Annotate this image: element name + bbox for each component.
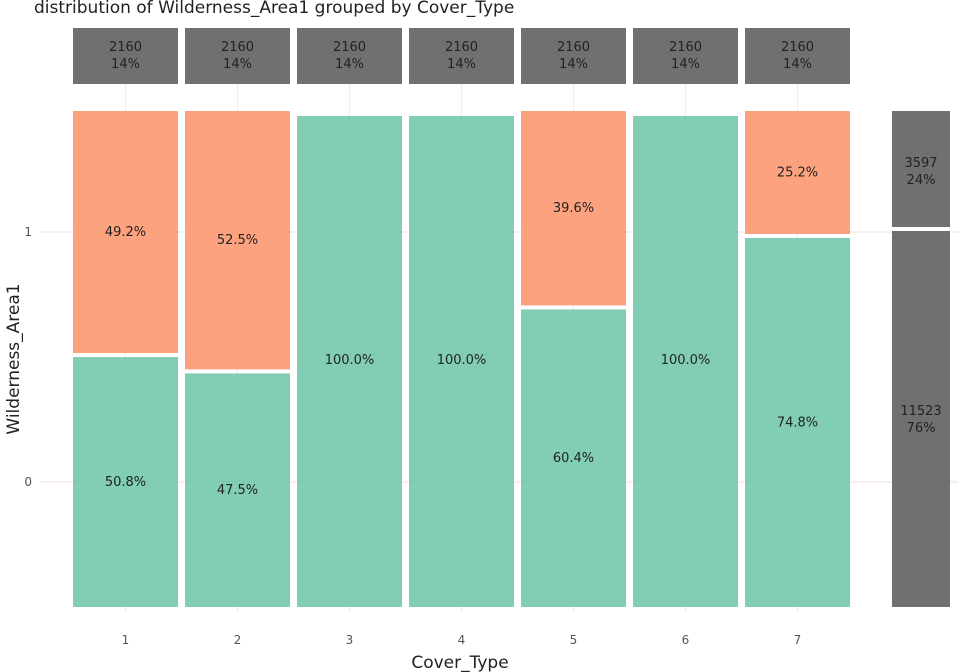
column-total-count: 2160	[109, 40, 142, 55]
row-total-box-0	[892, 230, 950, 607]
row-totals: 3597 24% 11523 76%	[892, 111, 950, 607]
bar-segment-0	[73, 357, 178, 607]
column-total-count: 2160	[221, 40, 254, 55]
y-tick-label: 1	[24, 225, 32, 239]
bar-segment-0	[297, 116, 402, 607]
column-total-count: 2160	[781, 40, 814, 55]
column-total-percent: 14%	[783, 57, 812, 72]
bar-segment-1	[521, 111, 626, 306]
column-total-count: 2160	[557, 40, 590, 55]
segment-label-1: 25.2%	[777, 165, 818, 180]
column-total-count: 2160	[333, 40, 366, 55]
y-axis-title: Wilderness_Area1	[4, 283, 24, 434]
column-total-box	[633, 28, 738, 84]
column-total-count: 2160	[669, 40, 702, 55]
segment-label-1: 39.6%	[553, 201, 594, 216]
segment-label-0: 100.0%	[437, 353, 487, 368]
row-total-box-1	[892, 111, 950, 227]
x-tick-label: 4	[458, 633, 466, 647]
bar-segment-0	[521, 309, 626, 607]
segment-label-0: 47.5%	[217, 483, 258, 498]
bar-segment-0	[633, 116, 738, 607]
segment-label-0: 100.0%	[661, 353, 711, 368]
bar-segment-1	[185, 111, 290, 370]
x-tick-label: 7	[794, 633, 802, 647]
segment-label-0: 74.8%	[777, 415, 818, 430]
row-total-count: 11523	[900, 404, 941, 419]
row-total-percent: 24%	[907, 173, 936, 188]
column-total-box	[297, 28, 402, 84]
axis-ticks: 1 2 3 4 5 6 7 0 1	[24, 225, 801, 647]
column-total-percent: 14%	[671, 57, 700, 72]
segment-label-0: 50.8%	[105, 475, 146, 490]
segment-label-1: 49.2%	[105, 225, 146, 240]
row-total-percent: 76%	[907, 421, 936, 436]
segment-label-1: 52.5%	[217, 233, 258, 248]
column-total-percent: 14%	[223, 57, 252, 72]
bar-segment-0	[185, 373, 290, 607]
column-total-box	[745, 28, 850, 84]
x-tick-label: 5	[570, 633, 578, 647]
column-total-percent: 14%	[111, 57, 140, 72]
column-total-box	[73, 28, 178, 84]
x-tick-label: 3	[346, 633, 354, 647]
column-totals: 2160 14% 2160 14% 2160 14% 2160 14% 2160 14% 2160 1…	[73, 28, 850, 84]
bar-segment-1	[745, 111, 850, 234]
x-tick-label: 2	[234, 633, 242, 647]
x-axis-title: Cover_Type	[411, 653, 508, 672]
column-total-box	[409, 28, 514, 84]
x-tick-label: 6	[682, 633, 690, 647]
column-total-box	[521, 28, 626, 84]
bar-segment-1	[73, 111, 178, 354]
bar-segment-0	[409, 116, 514, 607]
segment-label-0: 60.4%	[553, 451, 594, 466]
chart-title: distribution of Wilderness_Area1 grouped…	[34, 0, 514, 18]
column-total-percent: 14%	[447, 57, 476, 72]
segment-label-0: 100.0%	[325, 353, 375, 368]
column-total-count: 2160	[445, 40, 478, 55]
column-total-box	[185, 28, 290, 84]
row-total-count: 3597	[904, 156, 937, 171]
x-tick-label: 1	[122, 633, 130, 647]
column-total-percent: 14%	[559, 57, 588, 72]
column-total-percent: 14%	[335, 57, 364, 72]
bars: 49.2% 50.8% 52.5% 47.5% 100.0% 100.0% 39.6% 60.…	[73, 111, 850, 607]
bar-segment-0	[745, 237, 850, 607]
y-tick-label: 0	[24, 475, 32, 489]
